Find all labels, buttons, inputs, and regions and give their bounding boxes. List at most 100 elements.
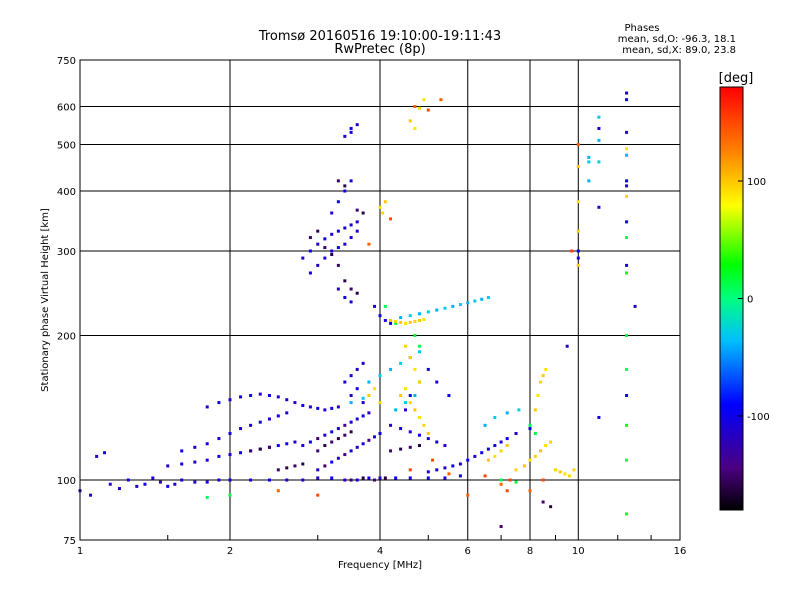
colorbar-tick-label: 100 bbox=[747, 177, 766, 188]
data-point bbox=[276, 414, 280, 418]
data-point bbox=[505, 444, 509, 448]
data-point bbox=[239, 395, 243, 399]
data-point bbox=[135, 484, 139, 488]
data-point bbox=[435, 380, 439, 384]
data-point bbox=[205, 480, 209, 484]
data-point bbox=[361, 211, 365, 215]
data-point bbox=[361, 442, 365, 446]
data-point bbox=[408, 468, 412, 472]
data-point bbox=[355, 220, 359, 224]
data-point bbox=[276, 489, 280, 493]
data-point bbox=[473, 454, 477, 458]
y-axis-label: Stationary phase Virtual Height [km] bbox=[40, 208, 51, 392]
data-point bbox=[570, 249, 574, 253]
data-point bbox=[301, 478, 305, 482]
data-point bbox=[625, 98, 629, 102]
data-point bbox=[408, 401, 412, 405]
data-point bbox=[413, 105, 417, 109]
data-point bbox=[355, 478, 359, 482]
data-point bbox=[625, 512, 629, 516]
data-point bbox=[343, 189, 347, 193]
data-point bbox=[625, 130, 629, 134]
data-point bbox=[541, 478, 545, 482]
data-point bbox=[493, 415, 497, 419]
data-point bbox=[349, 394, 353, 398]
data-point bbox=[293, 440, 297, 444]
data-point bbox=[394, 319, 398, 323]
data-point bbox=[447, 394, 451, 398]
data-point bbox=[539, 380, 543, 384]
data-point bbox=[413, 367, 417, 371]
data-point bbox=[383, 304, 387, 308]
data-point bbox=[480, 297, 484, 301]
data-point bbox=[576, 143, 580, 147]
data-point bbox=[533, 432, 537, 436]
data-point bbox=[355, 387, 359, 391]
data-point bbox=[587, 160, 591, 164]
data-point bbox=[228, 493, 232, 497]
data-point bbox=[308, 405, 312, 409]
data-point bbox=[205, 495, 209, 499]
data-point bbox=[625, 194, 629, 198]
data-point bbox=[413, 319, 417, 323]
data-point bbox=[541, 374, 545, 378]
colorbar-label: [deg] bbox=[719, 71, 754, 86]
data-point bbox=[625, 423, 629, 427]
data-point bbox=[443, 466, 447, 470]
data-point bbox=[576, 164, 580, 168]
data-point bbox=[285, 398, 289, 402]
colorbar-ticks: 100 0 -100 bbox=[738, 177, 770, 423]
data-point bbox=[394, 476, 398, 480]
data-point bbox=[349, 449, 353, 453]
data-point bbox=[597, 126, 601, 130]
data-point bbox=[205, 405, 209, 409]
x-tick-label: 8 bbox=[527, 546, 533, 557]
data-point bbox=[597, 138, 601, 142]
data-point bbox=[597, 415, 601, 419]
data-point bbox=[349, 287, 353, 291]
data-point bbox=[258, 420, 262, 424]
data-point bbox=[499, 525, 503, 529]
data-point bbox=[505, 411, 509, 415]
data-point bbox=[408, 320, 412, 324]
data-point bbox=[486, 296, 490, 300]
data-point bbox=[517, 408, 521, 412]
data-point bbox=[422, 423, 426, 427]
data-point bbox=[443, 444, 447, 448]
data-point bbox=[343, 453, 347, 457]
data-point bbox=[417, 106, 421, 110]
data-point bbox=[625, 263, 629, 267]
data-point bbox=[361, 361, 365, 365]
data-point bbox=[443, 476, 447, 480]
data-point bbox=[408, 445, 412, 449]
data-point bbox=[426, 432, 430, 436]
phase-info-title: Phases bbox=[624, 23, 659, 34]
data-point bbox=[308, 271, 312, 275]
data-point bbox=[343, 134, 347, 138]
data-point bbox=[355, 417, 359, 421]
data-point bbox=[301, 403, 305, 407]
data-point bbox=[258, 447, 262, 451]
data-point bbox=[533, 408, 537, 412]
data-point bbox=[343, 184, 347, 188]
y-tick-label: 750 bbox=[57, 56, 76, 67]
data-point bbox=[389, 318, 393, 322]
data-point bbox=[308, 249, 312, 253]
data-point bbox=[316, 493, 320, 497]
data-point bbox=[228, 432, 232, 436]
data-point bbox=[117, 487, 121, 491]
data-point bbox=[349, 223, 353, 227]
data-point bbox=[343, 423, 347, 427]
y-tick-label: 75 bbox=[63, 536, 76, 547]
data-point bbox=[539, 449, 543, 453]
data-point bbox=[308, 440, 312, 444]
data-point bbox=[267, 417, 271, 421]
data-point bbox=[399, 447, 403, 451]
data-point bbox=[597, 205, 601, 209]
data-point bbox=[276, 395, 280, 399]
data-point bbox=[316, 449, 320, 453]
data-point bbox=[249, 423, 253, 427]
data-point bbox=[528, 423, 532, 427]
data-point bbox=[451, 304, 455, 308]
data-point bbox=[451, 464, 455, 468]
